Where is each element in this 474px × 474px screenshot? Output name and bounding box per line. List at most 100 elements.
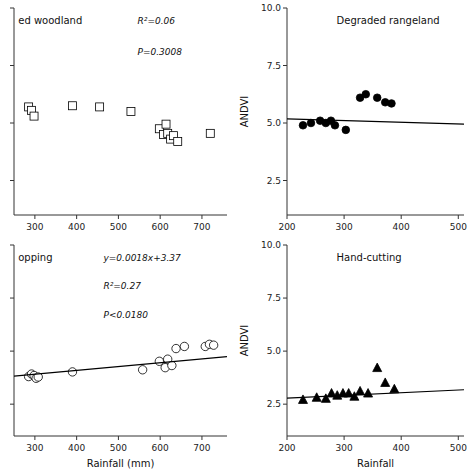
- annotation: P<0.0180: [103, 310, 148, 320]
- x-tick: [34, 436, 35, 440]
- plot-area: [287, 363, 464, 403]
- x-tick: [160, 215, 161, 219]
- point: [388, 100, 396, 108]
- x-tick: [76, 436, 77, 440]
- y-tick-label: 7.5: [267, 293, 281, 303]
- point: [307, 119, 315, 127]
- x-tick-label: 500: [110, 443, 127, 453]
- panel-title: Hand-cutting: [337, 252, 402, 263]
- point: [138, 366, 146, 374]
- x-tick: [118, 215, 119, 219]
- y-tick-label: 2.5: [267, 176, 281, 186]
- x-tick: [76, 215, 77, 219]
- x-tick-label: 400: [393, 443, 410, 453]
- y-tick: [283, 245, 287, 246]
- panel-title: opping: [18, 252, 52, 263]
- y-axis: [287, 8, 288, 215]
- y-tick-label: 5.0: [267, 346, 282, 356]
- y-tick-label: 10.0: [261, 240, 281, 250]
- y-tick: [283, 351, 287, 352]
- point: [209, 341, 217, 349]
- x-tick-label: 300: [336, 222, 353, 232]
- point: [30, 112, 38, 120]
- y-tick: [10, 245, 14, 246]
- point: [299, 122, 307, 130]
- x-tick: [160, 436, 161, 440]
- panel: 300400500600700ed woodlandR²=0.06P=0.300…: [10, 8, 227, 232]
- panel: 2003004005002.55.07.510.0ANDVIDegraded r…: [239, 3, 467, 232]
- point: [206, 129, 214, 137]
- point: [331, 122, 339, 130]
- y-tick: [283, 298, 287, 299]
- y-tick: [283, 123, 287, 124]
- y-tick: [283, 404, 287, 405]
- point: [356, 386, 365, 395]
- x-label: Rainfall (mm): [87, 458, 155, 469]
- x-tick-label: 700: [193, 222, 210, 232]
- x-tick-label: 400: [68, 222, 85, 232]
- panel-title: ed woodland: [18, 15, 82, 26]
- y-label: ANDVI: [239, 325, 250, 357]
- y-tick: [283, 180, 287, 181]
- point: [162, 120, 170, 128]
- point: [298, 395, 307, 404]
- x-tick-label: 200: [278, 222, 295, 232]
- y-tick: [10, 65, 14, 66]
- y-tick: [10, 404, 14, 405]
- y-tick: [283, 8, 287, 9]
- x-tick-label: 500: [450, 222, 467, 232]
- x-tick-label: 500: [450, 443, 467, 453]
- y-axis: [14, 8, 15, 215]
- point: [381, 378, 390, 387]
- y-tick-label: 7.5: [267, 61, 281, 71]
- figure: 300400500600700ed woodlandR²=0.06P=0.300…: [0, 0, 474, 474]
- x-tick: [344, 215, 345, 219]
- y-tick: [10, 8, 14, 9]
- y-tick: [283, 65, 287, 66]
- x-tick: [201, 436, 202, 440]
- y-tick-label: 5.0: [267, 118, 282, 128]
- point: [342, 126, 350, 134]
- x-tick-label: 500: [110, 222, 127, 232]
- x-axis: [287, 436, 464, 437]
- plot-area: [287, 90, 464, 133]
- point: [390, 384, 399, 393]
- x-tick: [401, 215, 402, 219]
- y-axis: [287, 245, 288, 436]
- x-tick: [287, 215, 288, 219]
- x-axis: [287, 215, 464, 216]
- x-tick-label: 300: [336, 443, 353, 453]
- y-tick: [10, 123, 14, 124]
- background: [0, 0, 474, 474]
- point: [172, 344, 180, 352]
- x-tick-label: 300: [26, 443, 43, 453]
- y-label: ANDVI: [239, 96, 250, 128]
- x-tick: [458, 215, 459, 219]
- point: [174, 137, 182, 145]
- annotation: R²=0.27: [103, 281, 141, 291]
- plot-area: [25, 102, 215, 146]
- y-tick: [10, 298, 14, 299]
- x-axis: [14, 436, 227, 437]
- y-axis: [14, 245, 15, 436]
- x-axis: [14, 215, 227, 216]
- x-tick: [458, 436, 459, 440]
- point: [362, 90, 370, 98]
- panel: 300400500600700Rainfall (mm)oppingy=0.00…: [10, 245, 227, 469]
- y-tick: [10, 351, 14, 352]
- point: [373, 363, 382, 372]
- annotation: R²=0.06: [138, 16, 176, 26]
- annotation: P=0.3008: [138, 47, 183, 57]
- point: [68, 368, 76, 376]
- x-tick-label: 400: [68, 443, 85, 453]
- plot-area: [14, 340, 227, 382]
- panel: 2003004005002.55.07.510.0RainfallANDVIHa…: [239, 240, 467, 469]
- x-tick: [34, 215, 35, 219]
- x-tick-label: 200: [278, 443, 295, 453]
- point: [373, 94, 381, 102]
- point: [364, 389, 373, 398]
- point: [96, 103, 104, 111]
- regression-line: [287, 390, 464, 398]
- annotation: y=0.0018x+3.37: [102, 253, 181, 263]
- x-tick-label: 700: [193, 443, 210, 453]
